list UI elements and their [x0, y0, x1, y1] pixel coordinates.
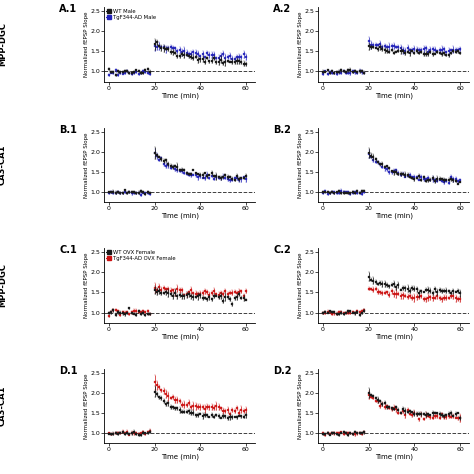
- Text: D.2: D.2: [273, 366, 292, 376]
- Text: B.1: B.1: [59, 125, 77, 135]
- Text: C.1: C.1: [59, 245, 77, 255]
- Text: MPP-DGC: MPP-DGC: [0, 22, 7, 66]
- Legend: WT OVX Female, TgF344-AD OVX Female: WT OVX Female, TgF344-AD OVX Female: [105, 249, 176, 262]
- X-axis label: Time (min): Time (min): [161, 92, 199, 99]
- Text: C.2: C.2: [273, 245, 291, 255]
- X-axis label: Time (min): Time (min): [161, 213, 199, 219]
- Y-axis label: Normalized fEPSP Slope: Normalized fEPSP Slope: [298, 132, 303, 198]
- X-axis label: Time (min): Time (min): [375, 333, 413, 340]
- Y-axis label: Normalized fEPSP Slope: Normalized fEPSP Slope: [84, 132, 89, 198]
- X-axis label: Time (min): Time (min): [375, 92, 413, 99]
- Text: CA3-CA1: CA3-CA1: [0, 386, 7, 426]
- Y-axis label: Normalized fEPSP Slope: Normalized fEPSP Slope: [84, 253, 89, 318]
- X-axis label: Time (min): Time (min): [375, 454, 413, 460]
- Y-axis label: Normalized fEPSP Slope: Normalized fEPSP Slope: [84, 11, 89, 77]
- X-axis label: Time (min): Time (min): [161, 333, 199, 340]
- Text: CA3-CA1: CA3-CA1: [0, 145, 7, 185]
- Text: A.2: A.2: [273, 4, 292, 14]
- Text: B.2: B.2: [273, 125, 291, 135]
- Text: MPP-DGC: MPP-DGC: [0, 264, 7, 308]
- X-axis label: Time (min): Time (min): [161, 454, 199, 460]
- Text: D.1: D.1: [59, 366, 78, 376]
- Legend: WT Male, TgF344-AD Male: WT Male, TgF344-AD Male: [105, 8, 157, 20]
- X-axis label: Time (min): Time (min): [375, 213, 413, 219]
- Text: A.1: A.1: [59, 4, 77, 14]
- Y-axis label: Normalized fEPSP Slope: Normalized fEPSP Slope: [84, 373, 89, 439]
- Y-axis label: Normalized fEPSP Slope: Normalized fEPSP Slope: [298, 253, 303, 318]
- Y-axis label: Normalized fEPSP Slope: Normalized fEPSP Slope: [298, 373, 303, 439]
- Y-axis label: Normalized fEPSP Slope: Normalized fEPSP Slope: [298, 11, 303, 77]
